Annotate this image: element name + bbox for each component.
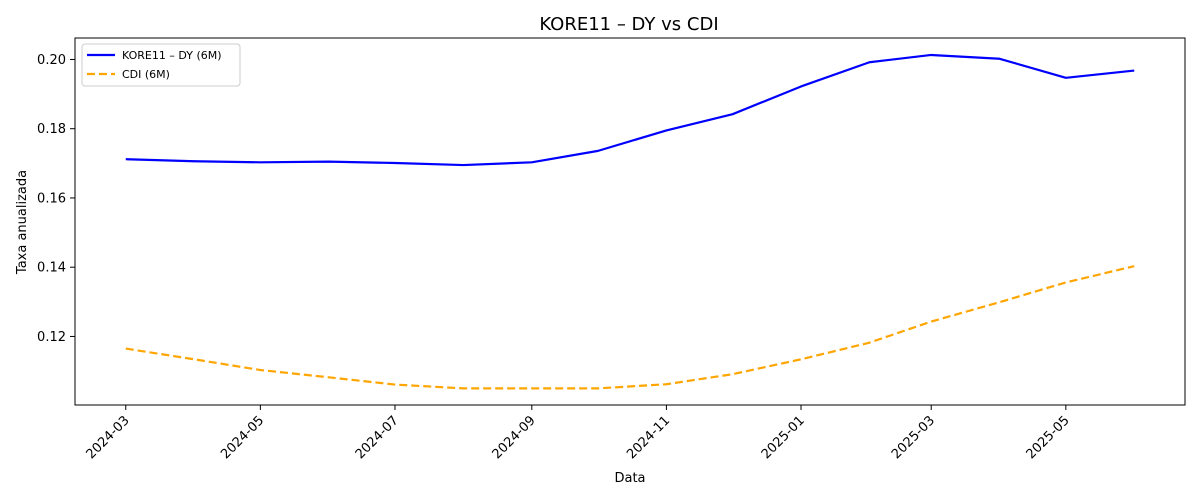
y-tick-label: 0.20 — [37, 53, 66, 68]
plot-frame — [74, 37, 1186, 406]
x-tick-label: 2024-03 — [84, 413, 133, 462]
legend-label: KORE11 – DY (6M) — [122, 49, 222, 62]
x-tick-label: 2024-11 — [624, 413, 673, 462]
x-tick-label: 2024-07 — [353, 413, 402, 462]
x-tick-label: 2025-01 — [759, 413, 808, 462]
chart-title: KORE11 – DY vs CDI — [539, 14, 718, 35]
y-tick-label: 0.18 — [37, 122, 66, 137]
y-tick-label: 0.16 — [37, 191, 66, 206]
legend: KORE11 – DY (6M) CDI (6M) — [81, 43, 241, 87]
legend-box — [81, 43, 241, 87]
x-tick-label: 2025-03 — [889, 413, 938, 462]
x-axis-label: Data — [614, 471, 645, 486]
series-line-2 — [125, 265, 1135, 390]
x-tick-label: 2024-05 — [218, 413, 267, 462]
x-tick-label: 2024-09 — [490, 413, 539, 462]
y-axis: 0.12 0.14 0.16 0.18 0.20 — [37, 53, 75, 345]
x-tick-label: 2025-05 — [1024, 413, 1073, 462]
y-tick-label: 0.14 — [37, 261, 66, 276]
legend-label: CDI (6M) — [122, 68, 170, 81]
y-tick-label: 0.12 — [37, 330, 66, 345]
series-line-1 — [125, 53, 1135, 167]
x-axis: 2024-03 2024-05 2024-07 2024-09 2024-11 2025-… — [84, 405, 1073, 462]
y-axis-label: Taxa anualizada — [15, 170, 30, 275]
plot-area — [125, 53, 1135, 390]
